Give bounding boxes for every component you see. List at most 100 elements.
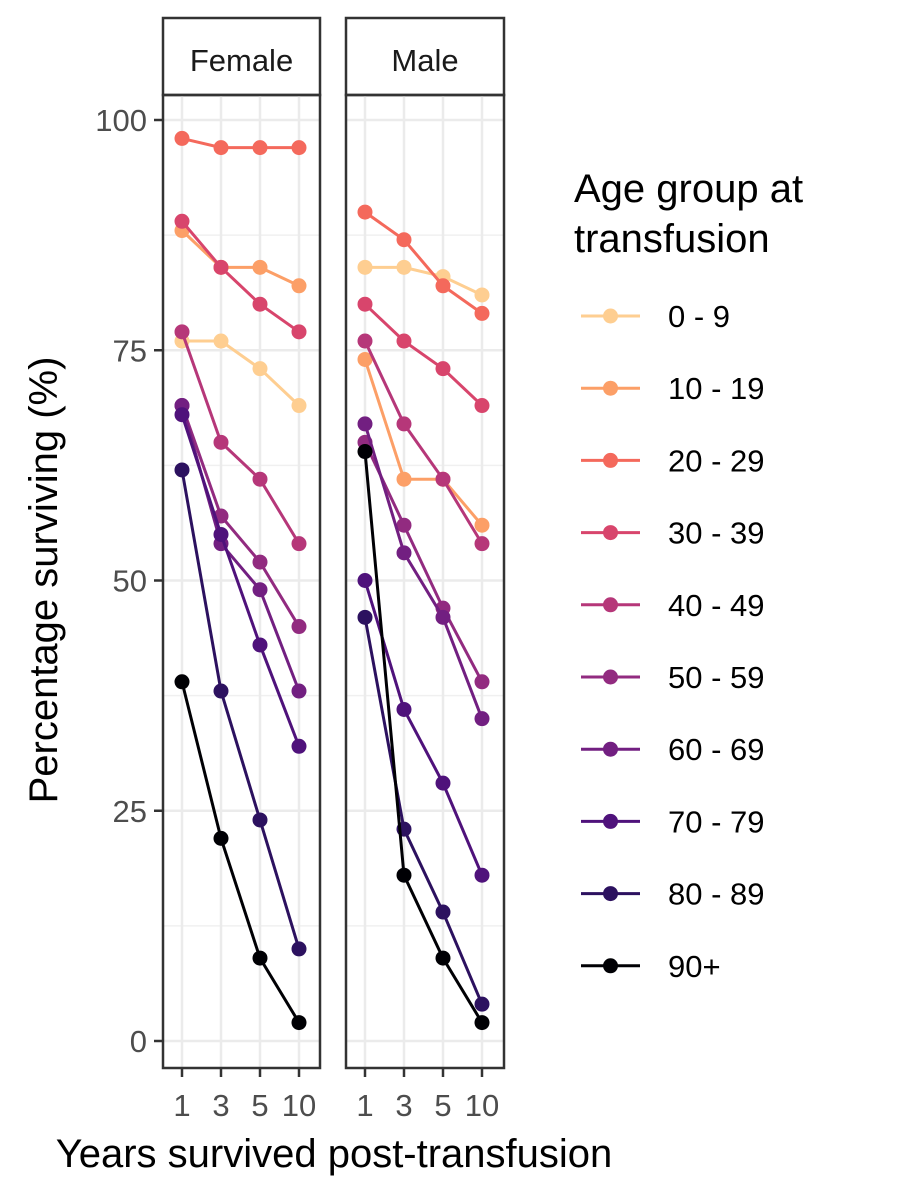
legend-label: 30 - 39 <box>668 516 765 551</box>
data-point <box>474 996 490 1012</box>
data-point <box>291 324 307 340</box>
legend-label: 60 - 69 <box>668 732 765 767</box>
data-point <box>435 471 451 487</box>
facet-strip-female <box>161 16 322 97</box>
x-tick-label: 1 <box>173 1088 190 1123</box>
legend-key-point <box>603 741 618 757</box>
data-point <box>357 444 373 460</box>
data-point <box>435 361 451 377</box>
data-point <box>474 517 490 533</box>
series-line-female <box>181 136 299 150</box>
legend-label: 10 - 19 <box>668 371 765 406</box>
series-line-male <box>364 210 483 315</box>
legend-label: 80 - 89 <box>668 877 765 912</box>
data-point <box>213 140 229 156</box>
data-point <box>435 950 451 966</box>
data-point <box>252 582 268 598</box>
data-point <box>357 351 373 367</box>
data-point <box>252 950 268 966</box>
data-point <box>357 573 373 588</box>
data-point <box>291 738 307 754</box>
data-point <box>474 867 490 883</box>
data-point <box>396 471 412 487</box>
data-point <box>474 711 490 727</box>
x-tick-label: 5 <box>251 1088 268 1123</box>
legend-key-point <box>603 380 618 396</box>
data-point <box>252 637 268 653</box>
legend-label: 50 - 59 <box>668 660 765 695</box>
data-point <box>291 398 307 414</box>
series-line-male <box>365 265 483 297</box>
data-point <box>174 324 190 340</box>
series-line-male <box>363 580 484 876</box>
series-line-female <box>180 331 301 545</box>
legend-title-line: Age group at <box>574 167 803 211</box>
data-point <box>213 830 229 846</box>
series-line-female <box>180 220 300 334</box>
data-point <box>252 140 268 156</box>
data-point <box>435 278 451 294</box>
data-point <box>435 775 451 791</box>
data-point <box>396 416 412 432</box>
data-point <box>213 683 229 699</box>
legend-key-point <box>603 813 618 829</box>
x-tick-label: 10 <box>282 1088 316 1123</box>
data-point <box>396 701 412 717</box>
data-point <box>396 867 412 883</box>
data-point <box>396 333 412 349</box>
y-tick-label: 100 <box>95 103 147 138</box>
series-line-female <box>180 681 301 1024</box>
data-point <box>213 333 229 349</box>
series-line-male <box>363 340 484 545</box>
series-line-female <box>180 229 300 288</box>
data-point <box>213 259 229 275</box>
data-point <box>474 398 490 414</box>
facet-label-female: Female <box>190 43 293 78</box>
data-point <box>357 416 373 432</box>
data-point <box>357 204 373 220</box>
x-tick-label: 1 <box>356 1088 373 1123</box>
data-point <box>396 545 412 561</box>
series-line-female <box>180 414 301 747</box>
series-line-male <box>363 358 484 527</box>
data-point <box>174 407 190 423</box>
y-tick-label: 50 <box>113 564 147 599</box>
data-point <box>252 296 268 312</box>
legend-key-point <box>603 525 618 541</box>
legend-label: 0 - 9 <box>668 299 730 334</box>
data-point <box>435 904 451 920</box>
panel-border-male <box>344 93 506 1070</box>
data-point <box>291 140 307 156</box>
data-point <box>174 462 190 478</box>
data-point <box>291 278 307 294</box>
legend-label: 40 - 49 <box>668 588 765 623</box>
data-point <box>474 536 490 552</box>
x-tick-label: 3 <box>212 1088 229 1123</box>
series-line-male <box>363 303 484 407</box>
data-point <box>174 213 190 229</box>
data-point <box>357 296 373 312</box>
data-point <box>213 526 229 542</box>
data-point <box>252 554 268 570</box>
legend-key-point <box>603 886 618 902</box>
series-line-female <box>180 405 301 628</box>
data-point <box>291 941 307 957</box>
series-line-male <box>363 423 484 720</box>
data-point <box>357 609 373 625</box>
data-point <box>252 471 268 487</box>
data-point <box>435 609 451 625</box>
data-point <box>291 619 307 635</box>
series-line-female <box>180 405 301 692</box>
legend-key-point <box>603 308 618 324</box>
legend-title-line: transfusion <box>574 217 770 261</box>
y-tick-label: 75 <box>113 333 147 368</box>
data-point <box>252 812 268 828</box>
data-point <box>474 287 490 303</box>
data-point <box>474 1015 490 1031</box>
series-line-female <box>182 339 301 407</box>
data-point <box>213 434 229 450</box>
legend-key-point <box>603 958 618 974</box>
data-point <box>396 259 412 275</box>
series-line-male <box>363 617 484 1005</box>
